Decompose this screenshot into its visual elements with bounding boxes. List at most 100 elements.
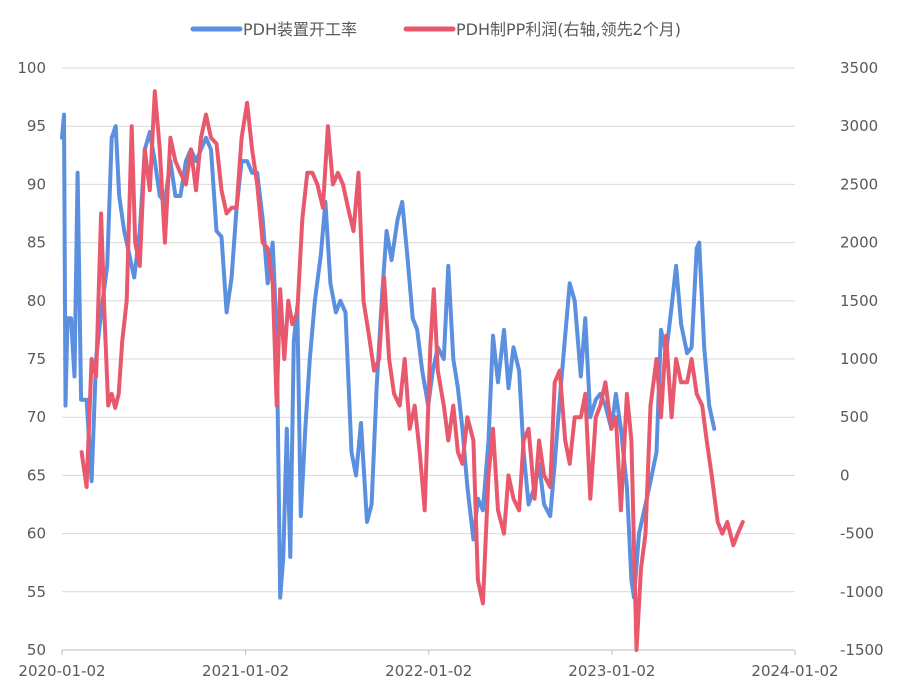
- data-point: [421, 370, 423, 372]
- data-point: [91, 358, 93, 360]
- y-left-tick-label: 80: [27, 292, 46, 310]
- y-right-tick-label: 0: [840, 466, 850, 484]
- data-point: [630, 579, 633, 581]
- data-point: [276, 405, 278, 407]
- data-point: [711, 474, 713, 476]
- data-point: [360, 422, 362, 424]
- data-point: [691, 346, 693, 348]
- y-right-tick-label: 500: [840, 408, 869, 426]
- data-point: [386, 230, 388, 232]
- data-point: [649, 480, 652, 482]
- data-point: [200, 137, 202, 139]
- data-point: [424, 509, 426, 511]
- data-point: [81, 451, 83, 453]
- data-point: [256, 183, 258, 185]
- data-point: [482, 509, 484, 511]
- data-point: [675, 358, 677, 360]
- data-point: [154, 90, 156, 92]
- data-point: [412, 317, 414, 319]
- data-point: [604, 381, 607, 383]
- x-tick-label: 2021-01-02: [202, 662, 289, 680]
- data-point: [378, 358, 380, 360]
- data-point: [149, 189, 151, 191]
- data-point: [595, 416, 597, 418]
- data-point: [620, 509, 622, 511]
- data-point: [337, 172, 339, 174]
- data-point: [599, 405, 601, 407]
- data-point: [432, 370, 434, 372]
- data-point: [304, 428, 306, 430]
- data-point: [80, 399, 82, 401]
- data-point: [154, 160, 156, 162]
- data-point: [528, 503, 530, 506]
- data-point: [518, 370, 520, 372]
- data-point: [291, 323, 293, 325]
- data-point: [512, 498, 515, 500]
- data-point: [185, 160, 187, 162]
- data-point: [231, 207, 233, 209]
- data-point: [179, 172, 181, 174]
- data-point: [272, 282, 274, 284]
- data-point: [190, 148, 192, 151]
- data-point: [210, 148, 212, 151]
- data-point: [267, 247, 269, 249]
- data-point: [649, 405, 652, 407]
- data-point: [487, 439, 490, 442]
- data-point: [121, 340, 123, 343]
- data-point: [66, 317, 69, 319]
- data-point: [355, 474, 357, 476]
- data-point: [589, 416, 591, 418]
- data-point: [149, 131, 151, 133]
- y-left-tick-label: 100: [17, 59, 46, 77]
- data-point: [416, 329, 418, 331]
- y-right-tick-label: -500: [840, 525, 874, 543]
- data-point: [512, 346, 515, 348]
- data-point: [482, 602, 484, 605]
- data-point: [287, 300, 289, 302]
- data-point: [584, 317, 586, 319]
- legend-label-profit: PDH制PP利润(右轴,领先2个月): [456, 20, 681, 39]
- data-point: [487, 474, 490, 476]
- data-point: [246, 160, 248, 162]
- y-left-tick-label: 95: [27, 117, 46, 135]
- data-point: [159, 148, 161, 151]
- data-point: [262, 242, 264, 244]
- data-point: [549, 515, 551, 517]
- data-point: [118, 195, 120, 197]
- data-point: [466, 486, 468, 488]
- data-point: [210, 137, 212, 139]
- data-point: [205, 137, 207, 139]
- data-point: [63, 114, 65, 116]
- data-point: [246, 102, 248, 104]
- data-point: [414, 405, 416, 407]
- data-point: [507, 387, 510, 389]
- data-point: [322, 207, 324, 209]
- data-point: [220, 189, 223, 191]
- data-point: [344, 311, 347, 313]
- data-point: [477, 579, 479, 581]
- data-point: [279, 597, 281, 599]
- data-point: [497, 381, 499, 383]
- series-line: [79, 89, 745, 652]
- data-point: [703, 346, 705, 348]
- data-point: [644, 533, 647, 535]
- data-point: [329, 282, 331, 284]
- data-point: [241, 137, 243, 139]
- data-point: [665, 335, 667, 337]
- data-point: [300, 515, 302, 517]
- data-point: [559, 370, 561, 372]
- data-point: [497, 509, 499, 511]
- data-point: [226, 311, 228, 313]
- data-point: [660, 416, 662, 418]
- data-point: [134, 242, 136, 244]
- data-point: [215, 143, 218, 145]
- data-point: [429, 346, 431, 348]
- data-point: [698, 242, 700, 244]
- data-point: [443, 358, 445, 360]
- data-point: [332, 183, 334, 185]
- data-point: [73, 375, 76, 378]
- y-right-tick-label: 3500: [840, 59, 878, 77]
- data-point: [282, 556, 284, 558]
- data-point: [100, 212, 102, 215]
- data-point: [543, 474, 545, 476]
